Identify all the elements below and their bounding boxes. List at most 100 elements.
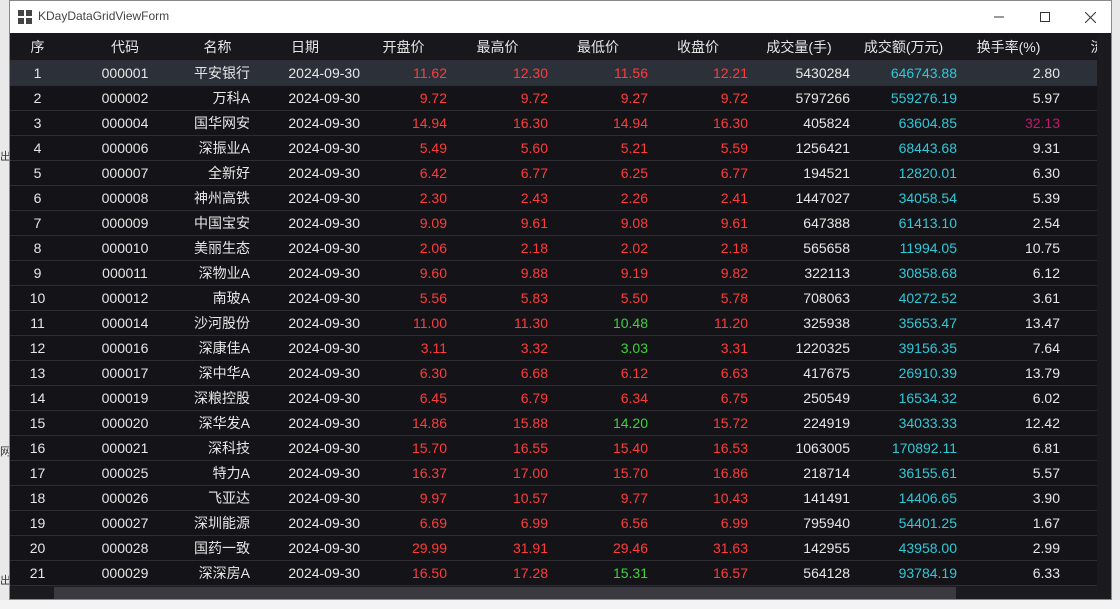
cell-close: 16.30 (712, 115, 748, 131)
cell-low: 3.03 (620, 340, 648, 356)
cell-name: 中国宝安 (194, 215, 250, 231)
table-row[interactable]: 5 000007 全新好 2024-09-30 6.42 6.77 6.25 6.77 1945… (10, 161, 1097, 186)
minimize-button[interactable] (976, 1, 1022, 33)
cell-date: 2024-09-30 (288, 90, 360, 106)
column-header-open[interactable]: 开盘价 (382, 38, 425, 55)
cell-name: 深中华A (198, 365, 250, 381)
cell-open: 16.50 (411, 565, 447, 581)
table-row[interactable]: 13 000017 深中华A 2024-09-30 6.30 6.68 6.12 6.63 41… (10, 361, 1097, 386)
cell-low: 6.25 (620, 165, 648, 181)
title-bar[interactable]: KDayDataGridViewForm (10, 1, 1111, 33)
cell-seq: 4 (33, 140, 42, 156)
cell-amount: 93784.19 (898, 565, 957, 581)
table-row[interactable]: 18 000026 飞亚达 2024-09-30 9.97 10.57 9.77 10.43 1… (10, 486, 1097, 511)
horizontal-scrollbar[interactable] (10, 586, 1097, 599)
minimize-icon (994, 16, 1004, 18)
table-row[interactable]: 21 000029 深深房A 2024-09-30 16.50 17.28 15.31 16.… (10, 561, 1097, 586)
grid-header-row: 序 代码 名称 日期 开盘价 最高价 最低价 收盘价 成交量(手) 成交额(万元… (10, 33, 1097, 61)
table-row[interactable]: 19 000027 深圳能源 2024-09-30 6.69 6.99 6.56 6.99 79… (10, 511, 1097, 536)
cell-amount: 40272.52 (898, 290, 957, 306)
cell-open: 5.49 (419, 140, 447, 156)
column-header-seq[interactable]: 序 (30, 38, 45, 55)
vertical-scrollbar[interactable] (1097, 33, 1111, 599)
cell-open: 14.94 (411, 115, 447, 131)
cell-close: 2.41 (720, 190, 748, 206)
cell-amount: 34058.54 (898, 190, 957, 206)
table-row[interactable]: 3 000004 国华网安 2024-09-30 14.94 16.30 14.94 16.3… (10, 111, 1097, 136)
cell-code: 000017 (101, 365, 149, 381)
table-row[interactable]: 11 000014 沙河股份 2024-09-30 11.00 11.30 10.48 11.… (10, 311, 1097, 336)
column-header-name[interactable]: 名称 (203, 38, 232, 55)
cell-amount: 14406.65 (898, 490, 957, 506)
cell-open: 2.30 (419, 190, 447, 206)
table-row[interactable]: 8 000010 美丽生态 2024-09-30 2.06 2.18 2.02 2.18 565… (10, 236, 1097, 261)
table-row[interactable]: 17 000025 特力A 2024-09-30 16.37 17.00 15.70 16.8… (10, 461, 1097, 486)
column-header-date[interactable]: 日期 (291, 38, 319, 55)
cell-turnover: 6.02 (1032, 390, 1060, 406)
cell-name: 深康佳A (198, 340, 250, 356)
cell-date: 2024-09-30 (288, 540, 360, 556)
cell-turnover: 6.12 (1032, 265, 1060, 281)
cell-date: 2024-09-30 (288, 65, 360, 81)
table-row[interactable]: 7 000009 中国宝安 2024-09-30 9.09 9.61 9.08 9.61 647… (10, 211, 1097, 236)
table-row[interactable]: 12 000016 深康佳A 2024-09-30 3.11 3.32 3.03 3.31 12… (10, 336, 1097, 361)
column-header-volume[interactable]: 成交量(手) (766, 38, 832, 55)
column-header-amount[interactable]: 成交额(万元) (863, 38, 944, 55)
column-header-low[interactable]: 最低价 (577, 38, 619, 55)
cell-open: 16.37 (411, 465, 447, 481)
cell-low: 15.70 (612, 465, 648, 481)
cell-volume: 1447027 (795, 190, 850, 206)
cell-code: 000020 (101, 415, 149, 431)
table-row[interactable]: 16 000021 深科技 2024-09-30 15.70 16.55 15.40 16.5… (10, 436, 1097, 461)
column-header-high[interactable]: 最高价 (476, 38, 519, 55)
maximize-button[interactable] (1022, 1, 1068, 33)
cell-seq: 7 (33, 215, 42, 231)
cell-name: 国药一致 (194, 540, 250, 556)
horizontal-scrollbar-thumb[interactable] (54, 587, 956, 599)
table-row[interactable]: 15 000020 深华发A 2024-09-30 14.86 15.88 14.20 15.… (10, 411, 1097, 436)
cell-code: 000026 (101, 490, 149, 506)
column-header-code[interactable]: 代码 (111, 38, 139, 55)
cell-name: 特力A (212, 465, 250, 481)
cell-high: 9.88 (520, 265, 548, 281)
kday-data-grid[interactable]: 序 代码 名称 日期 开盘价 最高价 最低价 收盘价 成交量(手) 成交额(万元… (10, 33, 1097, 586)
column-header-turnover[interactable]: 换手率(%) (976, 38, 1041, 55)
table-row[interactable]: 9 000011 深物业A 2024-09-30 9.60 9.88 9.19 9.82 322… (10, 261, 1097, 286)
cell-high: 31.91 (512, 540, 548, 556)
cell-seq: 20 (29, 540, 46, 556)
cell-close: 31.63 (712, 540, 748, 556)
cell-date: 2024-09-30 (288, 465, 360, 481)
column-header-flow[interactable]: 流 (1060, 33, 1098, 60)
table-row[interactable]: 2 000002 万科A 2024-09-30 9.72 9.72 9.27 9.72 5797… (10, 86, 1097, 111)
cell-name: 深振业A (198, 140, 250, 156)
cell-seq: 15 (29, 415, 46, 431)
column-header-close[interactable]: 收盘价 (677, 38, 719, 55)
cell-high: 16.55 (512, 440, 548, 456)
cell-date: 2024-09-30 (288, 215, 360, 231)
cell-turnover: 12.42 (1024, 415, 1060, 431)
cell-name: 深深房A (198, 565, 250, 581)
cell-turnover: 6.81 (1032, 440, 1060, 456)
window-title: KDayDataGridViewForm (38, 9, 170, 23)
table-row[interactable]: 20 000028 国药一致 2024-09-30 29.99 31.91 29.46 31.… (10, 536, 1097, 561)
cell-seq: 10 (29, 290, 46, 306)
table-row[interactable]: 10 000012 南玻A 2024-09-30 5.56 5.83 5.50 5.78 708… (10, 286, 1097, 311)
cell-code: 000001 (101, 65, 149, 81)
cell-amount: 54401.25 (898, 515, 957, 531)
cell-low: 10.48 (612, 315, 648, 331)
table-row[interactable]: 14 000019 深粮控股 2024-09-30 6.45 6.79 6.34 6.75 25… (10, 386, 1097, 411)
cell-seq: 13 (29, 365, 46, 381)
cell-open: 2.06 (419, 240, 447, 256)
cell-date: 2024-09-30 (288, 440, 360, 456)
background-bottom-edge (0, 600, 1120, 609)
cell-amount: 30858.68 (898, 265, 957, 281)
cell-seq: 21 (29, 565, 46, 581)
cell-turnover: 13.47 (1024, 315, 1060, 331)
table-row[interactable]: 1 000001 平安银行 2024-09-30 11.62 12.30 11.56 12.2… (10, 61, 1097, 86)
table-row[interactable]: 4 000006 深振业A 2024-09-30 5.49 5.60 5.21 5.59 125… (10, 136, 1097, 161)
close-button[interactable] (1067, 1, 1111, 33)
cell-name: 平安银行 (194, 65, 250, 81)
cell-name: 深科技 (208, 440, 250, 456)
cell-close: 6.75 (720, 390, 748, 406)
table-row[interactable]: 6 000008 神州高铁 2024-09-30 2.30 2.43 2.26 2.41 144… (10, 186, 1097, 211)
